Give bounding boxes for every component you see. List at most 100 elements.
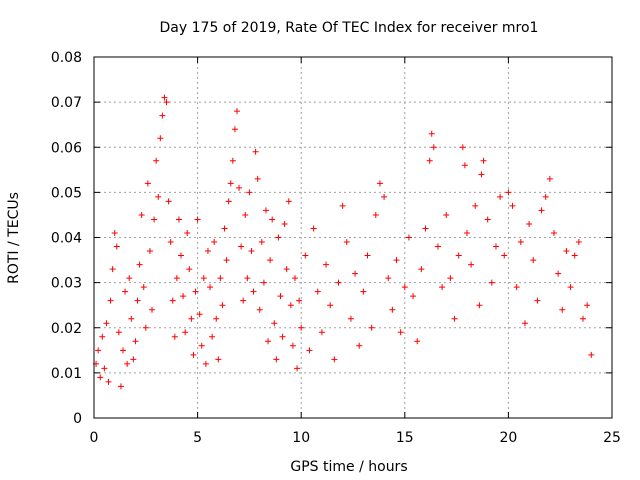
data-point [262, 207, 269, 214]
data-point [175, 216, 182, 223]
data-point [273, 356, 280, 363]
data-point [428, 130, 435, 137]
data-point [287, 302, 294, 309]
data-point [227, 180, 234, 187]
data-point [526, 220, 533, 227]
data-point [476, 302, 483, 309]
data-point [103, 320, 110, 327]
data-point [242, 211, 249, 218]
data-point [517, 239, 524, 246]
data-point [559, 306, 566, 313]
data-point [347, 315, 354, 322]
data-point [182, 329, 189, 336]
data-point [339, 202, 346, 209]
data-point [120, 347, 127, 354]
x-tick-label: 5 [193, 430, 202, 446]
data-point [138, 211, 145, 218]
data-point [443, 211, 450, 218]
data-point [246, 189, 253, 196]
data-point [381, 193, 388, 200]
grid-lines [94, 57, 612, 418]
data-point [260, 279, 267, 286]
data-point [302, 252, 309, 259]
data-point [492, 243, 499, 250]
data-point [132, 338, 139, 345]
data-point [136, 261, 143, 268]
data-point [310, 225, 317, 232]
data-point [447, 275, 454, 282]
data-point [364, 252, 371, 259]
data-point [171, 333, 178, 340]
data-point [231, 126, 238, 133]
data-point [173, 275, 180, 282]
data-point [101, 365, 108, 372]
data-point [534, 297, 541, 304]
data-point [269, 216, 276, 223]
data-point [229, 157, 236, 164]
y-tick-label: 0.08 [51, 50, 82, 66]
data-point [225, 198, 232, 205]
data-point [221, 225, 228, 232]
data-point [140, 284, 147, 291]
data-point [163, 99, 170, 106]
data-point [169, 297, 176, 304]
data-point [463, 229, 470, 236]
y-tick-label: 0.07 [51, 95, 82, 111]
data-point [200, 275, 207, 282]
data-point [484, 216, 491, 223]
data-point [331, 356, 338, 363]
data-point [95, 347, 102, 354]
data-point [192, 288, 199, 295]
y-tick-label: 0.01 [51, 366, 82, 382]
data-point [113, 243, 120, 250]
data-point [509, 202, 516, 209]
data-point [285, 198, 292, 205]
data-point [275, 234, 282, 241]
data-point [296, 297, 303, 304]
data-point [318, 329, 325, 336]
data-point [277, 293, 284, 300]
data-point [401, 284, 408, 291]
data-point [223, 257, 230, 264]
data-point [451, 315, 458, 322]
x-tick-label: 20 [499, 430, 517, 446]
data-point [567, 284, 574, 291]
data-point [146, 248, 153, 255]
data-point [188, 315, 195, 322]
data-point [279, 333, 286, 340]
data-point [217, 275, 224, 282]
data-point [209, 333, 216, 340]
data-point [376, 180, 383, 187]
data-point [584, 302, 591, 309]
data-point [258, 239, 265, 246]
data-point [294, 365, 301, 372]
data-points [93, 94, 595, 390]
y-tick-label: 0 [73, 411, 82, 427]
data-point [198, 342, 205, 349]
data-point [501, 252, 508, 259]
x-axis-label: GPS time / hours [290, 459, 407, 475]
data-point [459, 144, 466, 151]
data-point [542, 193, 549, 200]
data-point [468, 261, 475, 268]
data-point [414, 338, 421, 345]
data-point [204, 248, 211, 255]
x-tick-label: 25 [603, 430, 621, 446]
data-point [283, 266, 290, 273]
data-point [240, 297, 247, 304]
data-point [267, 257, 274, 264]
data-point [478, 171, 485, 178]
data-point [405, 234, 412, 241]
data-point [196, 311, 203, 318]
data-point [550, 229, 557, 236]
data-point [149, 306, 156, 313]
data-point [178, 252, 185, 259]
data-point [184, 229, 191, 236]
data-point [265, 338, 272, 345]
data-point [563, 248, 570, 255]
x-tick-label: 10 [292, 430, 310, 446]
data-point [575, 239, 582, 246]
data-point [161, 94, 168, 101]
data-point [521, 320, 528, 327]
